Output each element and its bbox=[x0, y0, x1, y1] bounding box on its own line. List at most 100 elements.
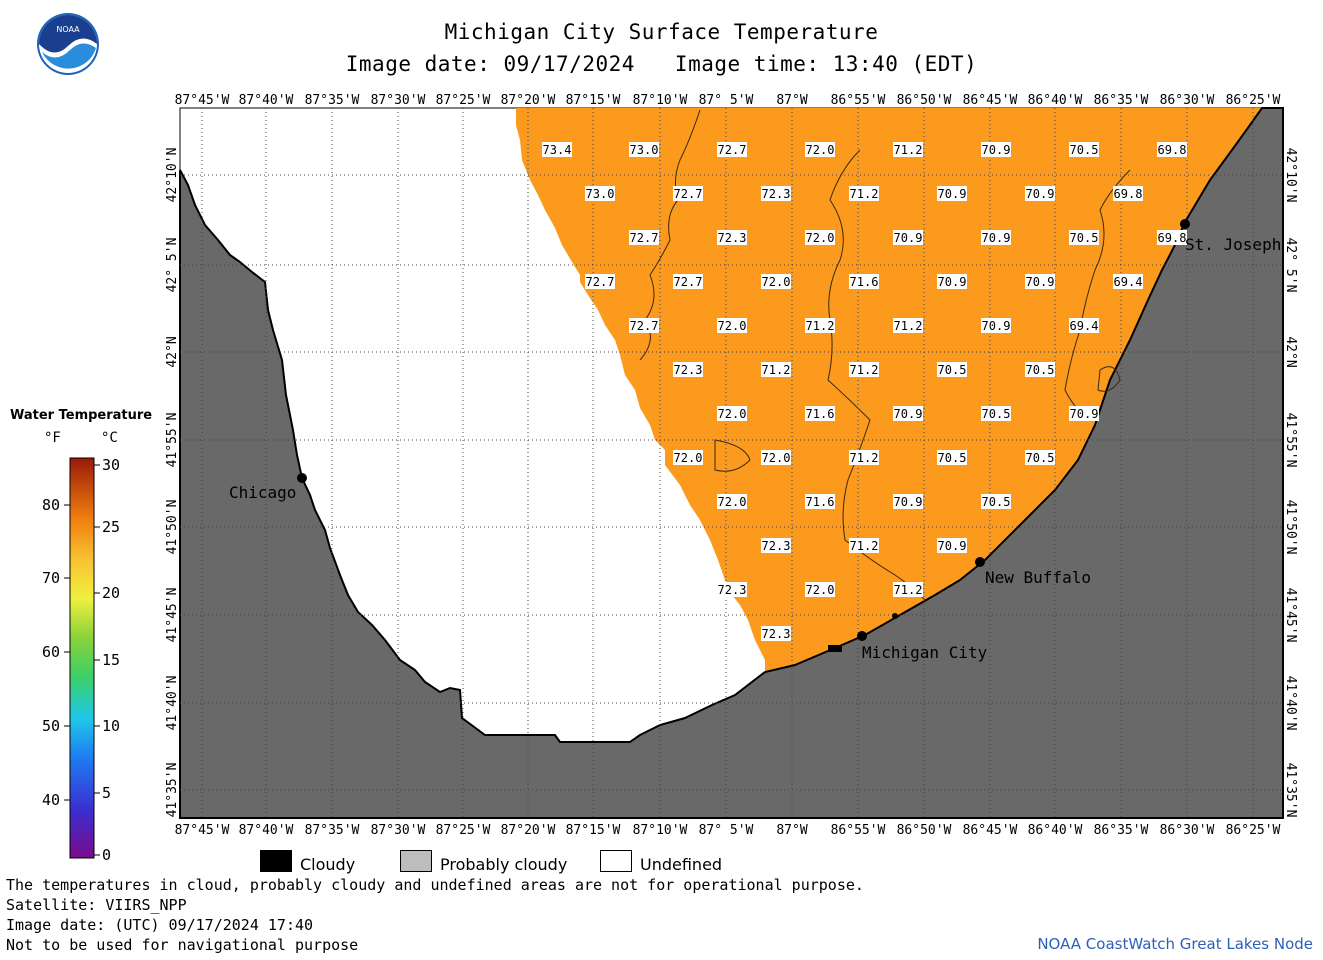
colorbar-c-tick: 10 bbox=[102, 717, 120, 735]
temperature-label: 70.5 bbox=[1025, 450, 1055, 465]
temperature-label: 72.0 bbox=[805, 142, 835, 157]
svg-text:72.0: 72.0 bbox=[806, 583, 835, 597]
svg-text:69.4: 69.4 bbox=[1070, 319, 1099, 333]
latitude-tick-label: 41°55'N bbox=[1283, 413, 1298, 468]
longitude-tick-label: 86°30'W bbox=[1160, 93, 1215, 108]
latitude-tick-label: 42° 5'N bbox=[1283, 238, 1298, 293]
svg-text:70.5: 70.5 bbox=[1070, 143, 1099, 157]
svg-text:69.4: 69.4 bbox=[1114, 275, 1143, 289]
svg-text:71.2: 71.2 bbox=[850, 363, 879, 377]
colorbar-f-tick: 60 bbox=[42, 643, 60, 661]
temperature-label: 72.7 bbox=[673, 274, 703, 289]
svg-text:71.2: 71.2 bbox=[850, 451, 879, 465]
svg-text:70.5: 70.5 bbox=[938, 363, 967, 377]
svg-text:71.2: 71.2 bbox=[894, 319, 923, 333]
svg-text:72.7: 72.7 bbox=[718, 143, 747, 157]
temperature-label: 71.2 bbox=[893, 582, 923, 597]
colorbar-c-tick: 15 bbox=[102, 651, 120, 669]
svg-text:70.9: 70.9 bbox=[938, 187, 967, 201]
svg-text:71.2: 71.2 bbox=[894, 583, 923, 597]
logo-text: NOAA bbox=[56, 25, 80, 34]
colorbar-f-tick: 70 bbox=[42, 569, 60, 587]
svg-text:73.0: 73.0 bbox=[586, 187, 615, 201]
temperature-label: 72.0 bbox=[717, 318, 747, 333]
longitude-tick-label: 87°40'W bbox=[239, 823, 294, 838]
pier-marker bbox=[828, 645, 842, 652]
legend-unit-c: °C bbox=[101, 430, 118, 446]
longitude-tick-label: 87°W bbox=[776, 823, 807, 838]
temperature-label: 71.2 bbox=[849, 538, 879, 553]
svg-text:70.5: 70.5 bbox=[1026, 363, 1055, 377]
svg-text:72.3: 72.3 bbox=[718, 231, 747, 245]
temperature-label: 70.9 bbox=[1025, 186, 1055, 201]
svg-text:72.3: 72.3 bbox=[762, 539, 791, 553]
temperature-label: 70.9 bbox=[937, 186, 967, 201]
latitude-labels-left: 42°10'N 42° 5'N 42°N 41°55'N 41°50'N 41°45'N 4… bbox=[165, 148, 180, 818]
temperature-label: 70.9 bbox=[937, 538, 967, 553]
map-title: Michigan City Surface Temperature bbox=[444, 20, 879, 44]
latitude-tick-label: 41°45'N bbox=[165, 588, 180, 643]
latitude-tick-label: 41°55'N bbox=[165, 413, 180, 468]
legend-title: Water Temperature bbox=[10, 408, 153, 423]
temperature-label: 72.0 bbox=[761, 274, 791, 289]
svg-text:72.3: 72.3 bbox=[762, 627, 791, 641]
undefined-swatch bbox=[600, 850, 632, 872]
temperature-label: 71.2 bbox=[849, 450, 879, 465]
city-label: St. Joseph bbox=[1185, 235, 1281, 254]
longitude-tick-label: 87°15'W bbox=[566, 823, 621, 838]
temperature-label: 73.0 bbox=[585, 186, 615, 201]
temperature-label: 72.0 bbox=[673, 450, 703, 465]
temperature-label: 70.5 bbox=[981, 494, 1011, 509]
svg-text:70.9: 70.9 bbox=[894, 495, 923, 509]
temperature-label: 70.9 bbox=[893, 406, 923, 421]
map-subtitle: Image date: 09/17/2024 Image time: 13:40 … bbox=[0, 52, 1323, 76]
temperature-label: 71.2 bbox=[761, 362, 791, 377]
svg-text:72.0: 72.0 bbox=[718, 319, 747, 333]
temperature-label: 71.6 bbox=[805, 406, 835, 421]
longitude-tick-label: 86°25'W bbox=[1226, 93, 1281, 108]
longitude-tick-label: 87°35'W bbox=[305, 823, 360, 838]
svg-text:71.6: 71.6 bbox=[806, 495, 835, 509]
longitude-tick-label: 86°25'W bbox=[1226, 823, 1281, 838]
temperature-label: 70.5 bbox=[981, 406, 1011, 421]
longitude-tick-label: 86°35'W bbox=[1094, 93, 1149, 108]
temperature-label: 72.3 bbox=[761, 626, 791, 641]
svg-text:72.3: 72.3 bbox=[762, 187, 791, 201]
longitude-tick-label: 87° 5'W bbox=[699, 93, 754, 108]
svg-text:70.9: 70.9 bbox=[1026, 275, 1055, 289]
temperature-label: 71.2 bbox=[849, 362, 879, 377]
cloudy-swatch bbox=[260, 850, 292, 872]
svg-text:72.0: 72.0 bbox=[718, 495, 747, 509]
land-area bbox=[179, 107, 1284, 819]
longitude-tick-label: 86°35'W bbox=[1094, 823, 1149, 838]
latitude-tick-label: 41°45'N bbox=[1283, 588, 1298, 643]
svg-text:70.9: 70.9 bbox=[982, 231, 1011, 245]
svg-text:69.8: 69.8 bbox=[1158, 231, 1187, 245]
longitude-tick-label: 87°40'W bbox=[239, 93, 294, 108]
svg-text:70.9: 70.9 bbox=[938, 539, 967, 553]
temperature-label: 70.9 bbox=[893, 230, 923, 245]
svg-text:70.9: 70.9 bbox=[894, 231, 923, 245]
temperature-label: 69.4 bbox=[1113, 274, 1143, 289]
longitude-tick-label: 86°40'W bbox=[1028, 823, 1083, 838]
svg-text:70.5: 70.5 bbox=[938, 451, 967, 465]
temperature-label: 70.5 bbox=[937, 362, 967, 377]
svg-text:70.9: 70.9 bbox=[982, 319, 1011, 333]
colorbar-f-tick: 50 bbox=[42, 717, 60, 735]
city-label: Chicago bbox=[229, 483, 296, 502]
temperature-label: 71.2 bbox=[893, 318, 923, 333]
temperature-label: 70.9 bbox=[1069, 406, 1099, 421]
latitude-tick-label: 41°35'N bbox=[1283, 763, 1298, 818]
temperature-labels: 73.4 73.0 72.7 72.0 71.2 70.9 70.5 69.8 73.0 72.7… bbox=[542, 142, 1187, 641]
color-bar bbox=[69, 457, 95, 859]
temperature-label: 72.7 bbox=[629, 230, 659, 245]
latitude-tick-label: 41°40'N bbox=[165, 676, 180, 731]
temperature-label: 71.2 bbox=[893, 142, 923, 157]
latitude-tick-label: 42°N bbox=[165, 336, 180, 367]
longitude-tick-label: 86°50'W bbox=[897, 93, 952, 108]
svg-text:69.8: 69.8 bbox=[1114, 187, 1143, 201]
colorbar-c-tick: 30 bbox=[102, 456, 120, 474]
svg-text:72.0: 72.0 bbox=[762, 451, 791, 465]
colorbar-c-tick: 0 bbox=[102, 846, 111, 864]
